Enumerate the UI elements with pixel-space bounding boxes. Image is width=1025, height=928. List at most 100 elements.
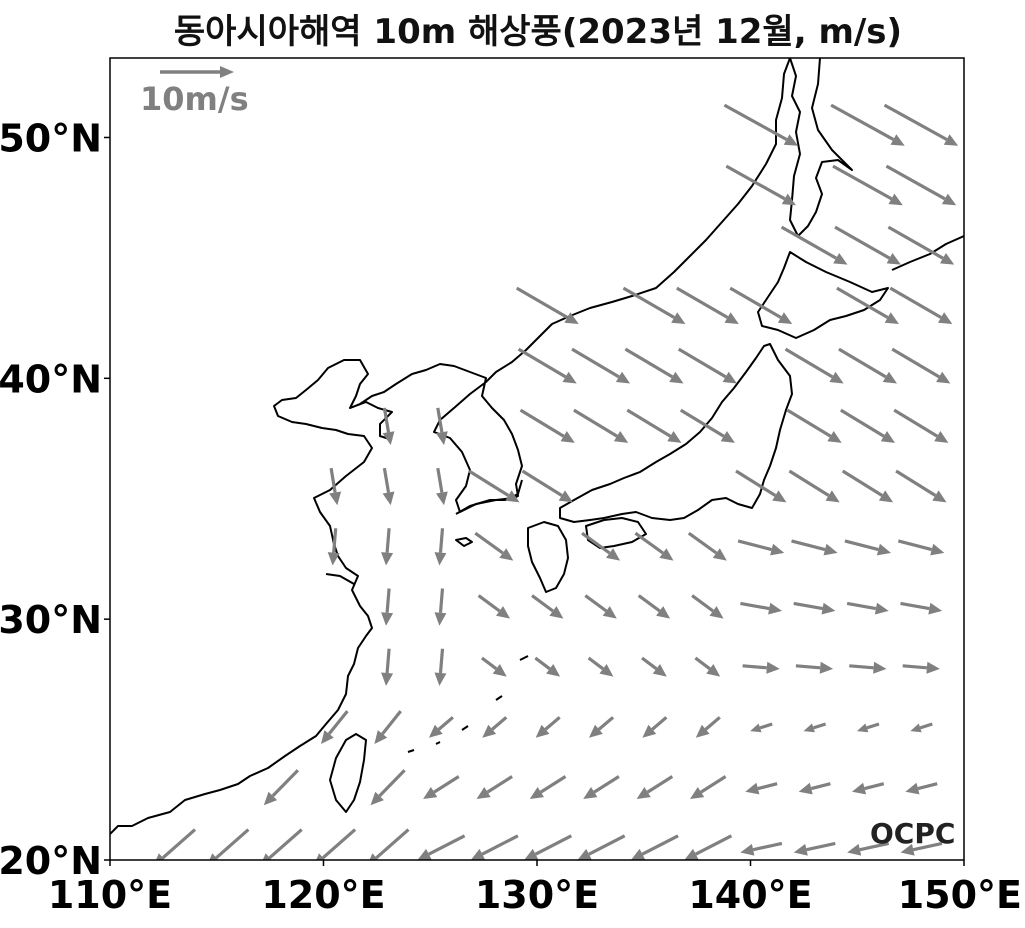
wind-arrow-shaft bbox=[321, 828, 357, 860]
wind-arrow-shaft bbox=[539, 775, 567, 794]
wind-arrow-head bbox=[436, 491, 448, 506]
ryukyu-islands bbox=[407, 655, 529, 753]
wind-arrow-head bbox=[599, 664, 614, 677]
wind-arrow-head bbox=[155, 853, 165, 860]
wind-arrow-head bbox=[833, 253, 848, 265]
wind-arrow-head bbox=[667, 431, 682, 443]
wind-arrow bbox=[723, 103, 798, 146]
wind-arrow-shaft bbox=[832, 164, 893, 201]
wind-arrow bbox=[381, 648, 394, 686]
wind-arrow bbox=[793, 601, 836, 615]
wind-arrow-head bbox=[492, 664, 507, 677]
wind-arrow-head bbox=[878, 490, 894, 503]
wind-arrow-shaft bbox=[793, 601, 823, 611]
wind-arrow-head bbox=[606, 548, 621, 561]
wind-arrow-shaft bbox=[830, 103, 895, 141]
wind-arrow-head bbox=[642, 724, 657, 738]
wind-arrow bbox=[382, 407, 395, 446]
wind-arrow bbox=[470, 834, 519, 860]
wind-arrow bbox=[846, 601, 889, 615]
wind-arrow bbox=[624, 347, 684, 384]
wind-arrow-shaft bbox=[385, 528, 391, 553]
wind-arrow-shaft bbox=[700, 775, 727, 794]
wind-arrow-head bbox=[382, 431, 395, 446]
wind-arrow bbox=[434, 588, 447, 626]
wind-arrow bbox=[519, 408, 575, 443]
wind-arrow-head bbox=[562, 371, 577, 384]
lon-tick-label: 150°E bbox=[898, 873, 1022, 917]
wind-arrow-shaft bbox=[895, 469, 937, 497]
wind-arrow-head bbox=[740, 843, 755, 856]
wind-arrow bbox=[571, 347, 631, 384]
wind-arrow-shaft bbox=[437, 716, 454, 731]
wind-arrow bbox=[476, 775, 513, 799]
wind-arrow-shaft bbox=[675, 286, 729, 319]
wind-arrow-head bbox=[659, 548, 674, 561]
wind-arrow-shaft bbox=[651, 716, 668, 731]
wind-arrow bbox=[381, 528, 394, 566]
wind-arrow bbox=[889, 286, 953, 324]
wind-arrow-head bbox=[630, 848, 646, 860]
map-title: 동아시아해역 10m 해상풍(2023년 12월, m/s) bbox=[173, 12, 903, 52]
wind-arrow bbox=[321, 710, 349, 744]
wind-arrow bbox=[839, 408, 895, 443]
wind-arrow-head bbox=[890, 134, 905, 146]
wind-arrow-head bbox=[583, 787, 598, 799]
wind-arrow-shaft bbox=[428, 834, 466, 856]
watermark-logo: OCPC bbox=[870, 817, 955, 850]
wind-arrow-shaft bbox=[912, 841, 943, 852]
wind-arrows bbox=[155, 103, 959, 860]
wind-arrow-head bbox=[934, 431, 949, 443]
wind-arrow bbox=[793, 841, 836, 856]
wind-arrow-head bbox=[434, 552, 447, 566]
wind-arrow bbox=[584, 594, 617, 619]
wind-arrow-shaft bbox=[584, 594, 608, 613]
wind-arrow-head bbox=[321, 730, 334, 744]
wind-arrow-head bbox=[793, 843, 808, 856]
wind-arrow-shaft bbox=[521, 469, 563, 497]
wind-arrow bbox=[329, 467, 342, 506]
wind-arrow-head bbox=[880, 431, 895, 443]
wind-arrow-head bbox=[434, 612, 447, 626]
wind-arrow bbox=[677, 347, 737, 384]
wind-arrow-shaft bbox=[519, 408, 565, 438]
wind-arrow bbox=[262, 828, 303, 860]
wind-arrow-shaft bbox=[634, 531, 664, 555]
wind-arrow-shaft bbox=[480, 656, 498, 671]
wind-arrow-head bbox=[821, 602, 836, 615]
wind-arrow bbox=[327, 528, 340, 566]
wind-arrow-shaft bbox=[438, 588, 445, 613]
wind-arrow bbox=[687, 531, 727, 561]
wind-arrow-head bbox=[722, 371, 737, 384]
wind-arrow bbox=[382, 467, 395, 506]
wind-arrow-shaft bbox=[694, 656, 711, 671]
wind-arrow-shaft bbox=[436, 407, 444, 433]
wind-arrow-head bbox=[823, 543, 838, 556]
wind-arrow bbox=[905, 782, 938, 795]
wind-arrow bbox=[436, 467, 448, 506]
wind-arrow bbox=[477, 594, 510, 619]
wind-arrow bbox=[902, 661, 940, 674]
wind-arrow-head bbox=[316, 853, 325, 860]
wind-arrow-shaft bbox=[889, 286, 942, 319]
wind-arrow-head bbox=[930, 543, 945, 556]
wind-arrow bbox=[636, 775, 674, 799]
wind-arrow-shaft bbox=[588, 834, 626, 856]
wind-arrow-head bbox=[656, 606, 671, 619]
wind-arrow-head bbox=[505, 490, 520, 503]
wind-arrow-head bbox=[926, 661, 940, 674]
wind-arrow-head bbox=[720, 431, 735, 443]
wind-arrow bbox=[684, 834, 733, 860]
wind-arrow-head bbox=[417, 848, 432, 860]
wind-arrow bbox=[852, 782, 885, 795]
wind-arrow-shaft bbox=[737, 539, 773, 552]
wind-arrow bbox=[910, 722, 933, 733]
wind-arrow-shaft bbox=[375, 828, 410, 860]
honshu-coastline bbox=[559, 343, 793, 523]
bohai-coastline bbox=[349, 401, 393, 441]
wind-arrow bbox=[795, 661, 834, 674]
wind-arrow bbox=[474, 531, 514, 561]
wind-arrow bbox=[900, 601, 943, 615]
wind-arrow bbox=[630, 834, 679, 860]
wind-arrow-head bbox=[636, 787, 651, 799]
